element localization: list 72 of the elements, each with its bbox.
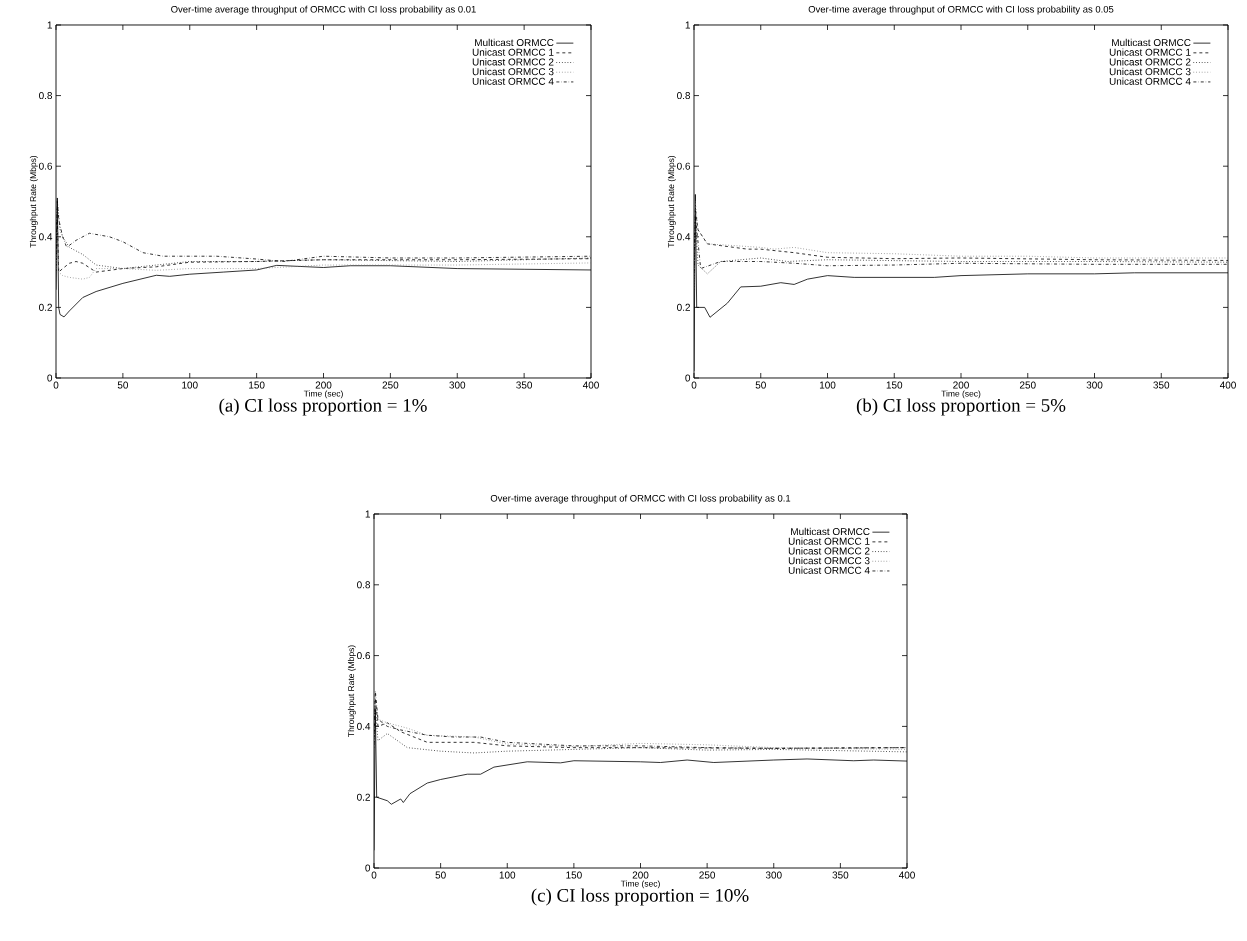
x-tick-label: 100 (819, 381, 836, 389)
y-tick-label: 0.8 (677, 92, 691, 100)
x-tick-label: 150 (249, 381, 265, 389)
x-tick-label: 300 (449, 381, 466, 389)
x-tick-label: 200 (953, 381, 969, 389)
y-tick-label: 0.4 (677, 233, 691, 241)
text: (a) CI loss proportion = 1% (219, 398, 427, 416)
x-tick-label: 400 (1219, 381, 1236, 389)
x-tick-label: 50 (755, 381, 766, 389)
x-tick-label: 250 (1019, 381, 1036, 389)
x-tick-label: 150 (566, 871, 582, 879)
y-tick-label: 0 (47, 374, 53, 382)
x-tick-label: 0 (691, 381, 697, 389)
x-tick-label: 0 (371, 871, 377, 879)
y-tick-label: 0 (365, 864, 371, 872)
x-tick-label: 200 (315, 381, 332, 389)
x-tick-label: 250 (699, 871, 716, 879)
legend-label: Unicast ORMCC 2 (1109, 58, 1191, 66)
x-tick-label: 300 (1086, 381, 1103, 389)
y-axis-title: Throughput Rate (Mbps) (29, 155, 38, 248)
chart-title: Over-time average throughput of ORMCC with CI loss probability as 0.01 (171, 5, 476, 15)
x-tick-label: 100 (499, 871, 516, 879)
legend-label: Unicast ORMCC 1 (1109, 48, 1191, 56)
legend-label: Unicast ORMCC 2 (788, 547, 870, 555)
y-tick-label: 0.8 (39, 92, 53, 100)
legend-label: Multicast ORMCC (791, 527, 870, 536)
x-tick-label: 0 (53, 381, 59, 389)
y-tick-label: 0.2 (39, 303, 52, 311)
x-axis-title: Time (sec) (620, 880, 660, 889)
legend-label: Unicast ORMCC 4 (472, 77, 554, 85)
legend-label: Unicast ORMCC 2 (472, 58, 554, 66)
y-tick-label: 1 (365, 510, 371, 518)
x-tick-label: 50 (435, 871, 446, 879)
legend-label: Unicast ORMCC 4 (1109, 77, 1191, 85)
x-tick-label: 150 (886, 381, 903, 389)
x-tick-label: 300 (765, 871, 782, 879)
text: (b) CI loss proportion = 5% (856, 398, 1066, 416)
x-tick-label: 250 (382, 381, 399, 389)
y-tick-label: 0.4 (357, 722, 371, 730)
y-tick-label: 1 (685, 21, 691, 29)
x-axis-title: Time (sec) (941, 390, 981, 399)
text: (c) CI loss proportion = 10% (531, 888, 749, 906)
y-tick-label: 1 (47, 21, 52, 29)
y-tick-label: 0.6 (39, 162, 53, 170)
legend-label: Multicast ORMCC (475, 38, 554, 47)
y-tick-label: 0.6 (677, 162, 691, 170)
legend-label: Unicast ORMCC 1 (788, 537, 870, 545)
x-tick-label: 50 (117, 381, 129, 389)
legend-label: Unicast ORMCC 3 (1109, 67, 1191, 76)
chart-title: Over-time average throughput of ORMCC with CI loss probability as 0.1 (490, 494, 791, 504)
legend-label: Unicast ORMCC 3 (788, 556, 870, 565)
y-tick-label: 0.8 (357, 581, 371, 589)
legend-label: Unicast ORMCC 1 (472, 48, 554, 56)
y-tick-label: 0.4 (39, 233, 53, 241)
x-tick-label: 200 (632, 871, 649, 879)
y-axis-title: Throughput Rate (Mbps) (667, 155, 676, 248)
x-tick-label: 400 (582, 381, 599, 389)
y-tick-label: 0.2 (357, 793, 370, 801)
chart-title: Over-time average throughput of ORMCC with CI loss probability as 0.05 (808, 5, 1114, 15)
y-axis-title: Throughput Rate (Mbps) (347, 645, 356, 737)
y-tick-label: 0.2 (677, 303, 690, 311)
x-tick-label: 100 (182, 381, 198, 389)
x-tick-label: 350 (832, 871, 849, 879)
legend-label: Unicast ORMCC 4 (788, 566, 870, 574)
y-tick-label: 0.6 (357, 652, 371, 660)
legend-label: Multicast ORMCC (1112, 38, 1191, 47)
x-tick-label: 400 (898, 871, 915, 879)
x-tick-label: 350 (1153, 381, 1170, 389)
x-tick-label: 350 (516, 381, 533, 389)
y-tick-label: 0 (685, 374, 691, 382)
x-axis-title: Time (sec) (303, 390, 343, 399)
legend-label: Unicast ORMCC 3 (472, 67, 554, 76)
